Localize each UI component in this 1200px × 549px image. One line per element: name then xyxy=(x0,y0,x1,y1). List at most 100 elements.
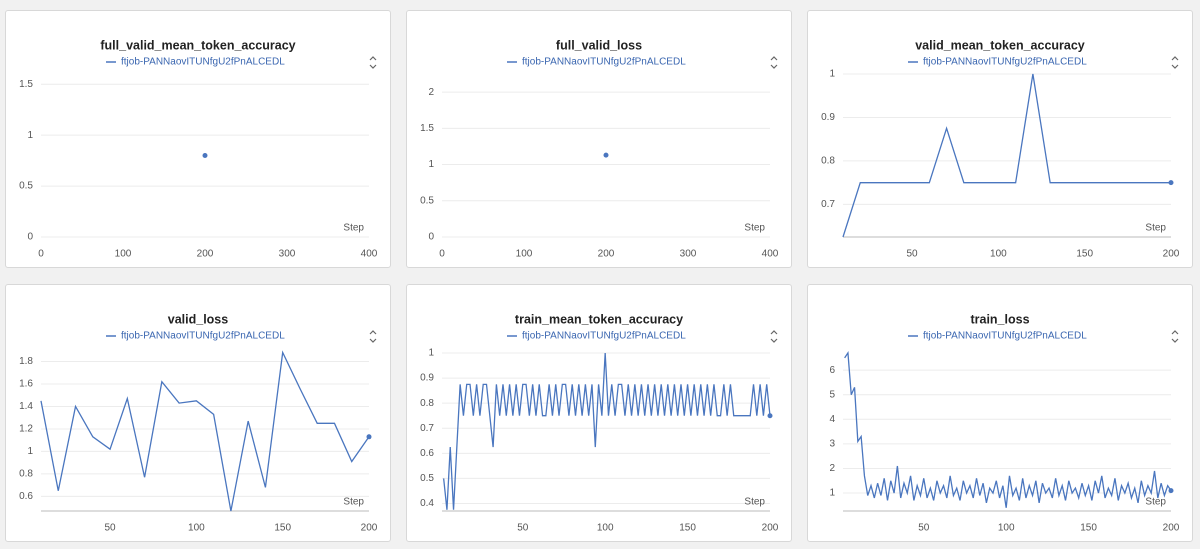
chart-title: full_valid_loss xyxy=(556,38,642,52)
x-tick-label: 400 xyxy=(762,249,779,260)
legend-toggle xyxy=(369,330,377,343)
legend-label: ftjob-PANNaovITUNfgU2fPnALCEDL xyxy=(522,331,686,342)
y-tick-label: 1.6 xyxy=(19,379,33,390)
point xyxy=(603,152,609,158)
y-tick-label: 1.2 xyxy=(19,424,33,435)
y-tick-label: 1 xyxy=(829,488,835,499)
y-tick-label: 1.5 xyxy=(420,123,434,134)
chart-title: valid_mean_token_accuracy xyxy=(915,38,1085,52)
x-tick-label: 0 xyxy=(439,249,445,260)
point xyxy=(767,413,773,419)
x-tick-label: 200 xyxy=(762,523,779,534)
y-tick-label: 0.7 xyxy=(420,423,434,434)
y-tick-label: 0.6 xyxy=(19,491,33,502)
chart: train_mean_token_accuracy ftjob-PANNaovIT… xyxy=(420,312,779,534)
chart-panel: train_mean_token_accuracy ftjob-PANNaovIT… xyxy=(406,284,792,542)
y-tick-label: 0 xyxy=(27,232,33,243)
x-axis-label: Step xyxy=(1145,497,1166,508)
x-axis-label: Step xyxy=(1145,223,1166,234)
x-tick-label: 100 xyxy=(115,249,132,260)
y-tick-label: 1 xyxy=(27,446,33,457)
chart-title: full_valid_mean_token_accuracy xyxy=(100,38,295,52)
chart-title: valid_loss xyxy=(168,312,228,326)
y-tick-label: 0.8 xyxy=(19,469,33,480)
y-tick-label: 3 xyxy=(829,439,835,450)
x-tick-label: 150 xyxy=(1080,523,1097,534)
x-tick-label: 0 xyxy=(38,249,44,260)
chart-panel: full_valid_loss ftjob-PANNaovITUNfgU2fPnA… xyxy=(406,10,792,268)
chart: valid_loss ftjob-PANNaovITUNfgU2fPnALCEDL… xyxy=(19,312,378,534)
y-tick-label: 6 xyxy=(829,365,835,376)
x-tick-label: 50 xyxy=(906,249,918,260)
y-tick-label: 0.8 xyxy=(420,398,434,409)
x-tick-label: 150 xyxy=(679,523,696,534)
y-tick-label: 0.7 xyxy=(821,199,835,210)
y-tick-label: 1.8 xyxy=(19,356,33,367)
x-axis-label: Step xyxy=(343,223,364,234)
legend-toggle xyxy=(770,330,778,343)
x-tick-label: 200 xyxy=(1163,523,1180,534)
chart: train_loss ftjob-PANNaovITUNfgU2fPnALCEDL… xyxy=(829,312,1180,534)
y-tick-label: 0.5 xyxy=(420,195,434,206)
chart-title: train_loss xyxy=(970,312,1029,326)
x-tick-label: 200 xyxy=(197,249,214,260)
point xyxy=(202,153,208,158)
chart-panel: valid_mean_token_accuracy ftjob-PANNaovIT… xyxy=(807,10,1193,268)
series-line xyxy=(443,352,771,510)
y-tick-label: 2 xyxy=(428,87,434,98)
x-tick-label: 300 xyxy=(680,249,697,260)
x-tick-label: 50 xyxy=(104,523,116,534)
legend-label: ftjob-PANNaovITUNfgU2fPnALCEDL xyxy=(923,331,1087,342)
series-line xyxy=(842,73,1171,238)
x-tick-label: 100 xyxy=(998,523,1015,534)
chart: full_valid_loss ftjob-PANNaovITUNfgU2fPnA… xyxy=(420,38,779,260)
x-axis-label: Step xyxy=(343,497,364,508)
chart-panel: valid_loss ftjob-PANNaovITUNfgU2fPnALCEDL… xyxy=(5,284,391,542)
legend-toggle xyxy=(369,56,377,69)
y-tick-label: 1 xyxy=(428,159,434,170)
chart-panel: train_loss ftjob-PANNaovITUNfgU2fPnALCEDL… xyxy=(807,284,1193,542)
legend-toggle xyxy=(770,56,778,69)
y-tick-label: 1.5 xyxy=(19,79,33,90)
x-tick-label: 100 xyxy=(516,249,533,260)
x-tick-label: 50 xyxy=(517,523,529,534)
y-tick-label: 0.5 xyxy=(19,181,33,192)
y-tick-label: 0 xyxy=(428,232,434,243)
y-tick-label: 1 xyxy=(428,348,434,359)
series-line xyxy=(844,351,1172,508)
x-tick-label: 300 xyxy=(279,249,296,260)
y-tick-label: 0.6 xyxy=(420,448,434,459)
y-tick-label: 1 xyxy=(27,130,33,141)
y-tick-label: 5 xyxy=(829,389,835,400)
chart-title: train_mean_token_accuracy xyxy=(515,312,683,326)
series-line xyxy=(40,350,370,512)
x-tick-label: 50 xyxy=(918,523,930,534)
chart: valid_mean_token_accuracy ftjob-PANNaovIT… xyxy=(821,38,1180,260)
x-tick-label: 100 xyxy=(597,523,614,534)
legend-label: ftjob-PANNaovITUNfgU2fPnALCEDL xyxy=(121,57,285,68)
y-tick-label: 1 xyxy=(829,69,835,80)
x-tick-label: 150 xyxy=(274,523,291,534)
x-tick-label: 150 xyxy=(1076,249,1093,260)
chart-panel: full_valid_mean_token_accuracy ftjob-PANN… xyxy=(5,10,391,268)
x-tick-label: 100 xyxy=(188,523,205,534)
y-tick-label: 0.9 xyxy=(821,112,835,123)
y-tick-label: 0.8 xyxy=(821,156,835,167)
y-tick-label: 2 xyxy=(829,463,835,474)
y-tick-label: 1.4 xyxy=(19,401,33,412)
x-axis-label: Step xyxy=(744,223,765,234)
x-tick-label: 100 xyxy=(990,249,1007,260)
point xyxy=(1168,180,1174,186)
legend-label: ftjob-PANNaovITUNfgU2fPnALCEDL xyxy=(121,331,285,342)
legend-toggle xyxy=(1171,330,1179,343)
x-tick-label: 400 xyxy=(361,249,378,260)
x-tick-label: 200 xyxy=(1163,249,1180,260)
y-tick-label: 0.5 xyxy=(420,473,434,484)
legend-label: ftjob-PANNaovITUNfgU2fPnALCEDL xyxy=(923,57,1087,68)
x-axis-label: Step xyxy=(744,497,765,508)
y-tick-label: 4 xyxy=(829,414,835,425)
point xyxy=(366,434,372,440)
x-tick-label: 200 xyxy=(361,523,378,534)
x-tick-label: 200 xyxy=(598,249,615,260)
